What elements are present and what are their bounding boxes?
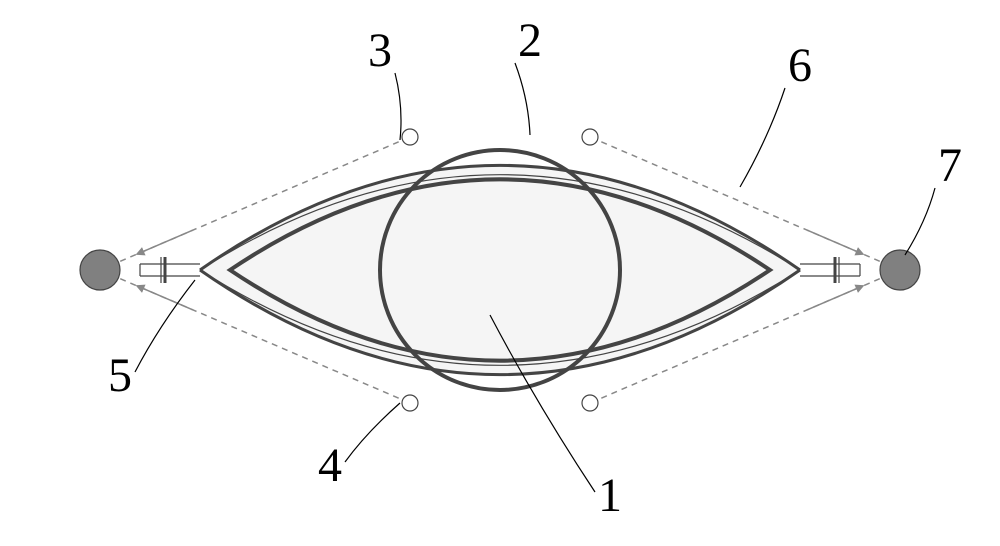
leader-line [905,188,935,255]
end-ball-right [880,250,920,290]
direction-arrow [137,286,193,310]
callout-label: 3 [368,24,392,77]
diagram-canvas: 1 2 3 4 5 6 7 [0,0,1000,546]
callout-label: 7 [938,139,962,192]
callout-label: 6 [788,39,812,92]
lug-ring [402,129,418,145]
direction-arrow [137,230,193,254]
leader-line [740,88,785,187]
leader-line [345,403,400,462]
leader-line [515,63,530,135]
callout-label: 2 [518,14,542,67]
leader-line [395,73,401,140]
lug-ring [402,395,418,411]
end-ball-left [80,250,120,290]
callout-label: 1 [598,469,622,522]
callout-label: 4 [318,439,342,492]
direction-arrow [807,230,863,254]
leader-line [135,280,195,372]
lug-ring [582,129,598,145]
lug-ring [582,395,598,411]
direction-arrow [807,286,863,310]
callout-label: 5 [108,349,132,402]
